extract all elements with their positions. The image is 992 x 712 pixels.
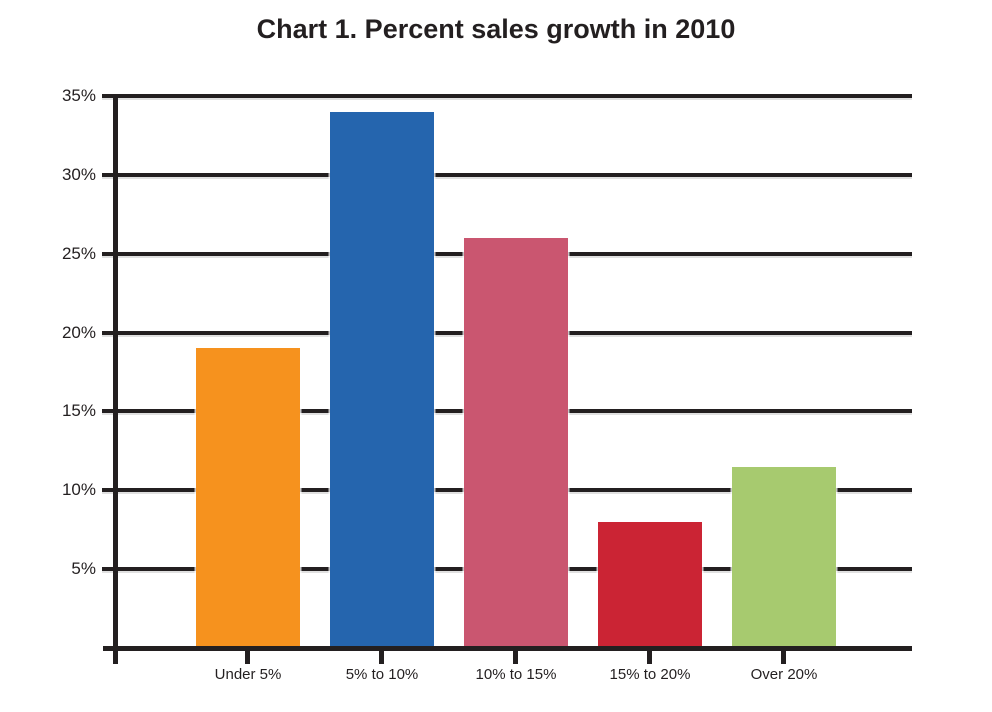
x-tick xyxy=(245,646,250,664)
bar-over-20- xyxy=(732,466,836,647)
chart-title: Chart 1. Percent sales growth in 2010 xyxy=(256,14,736,44)
gridline-30 xyxy=(102,172,912,177)
bar-10-to-15- xyxy=(464,237,568,647)
gridline-35 xyxy=(102,94,912,98)
x-tick xyxy=(513,646,518,664)
y-axis-label: 25% xyxy=(61,243,96,263)
x-tick xyxy=(781,646,786,664)
x-axis-label: 10% to 15% xyxy=(475,666,557,683)
x-axis-label: Under 5% xyxy=(214,666,282,683)
y-axis-label: 35% xyxy=(61,86,96,105)
bar-15-to-20- xyxy=(598,521,702,647)
x-axis-label: 15% to 20% xyxy=(609,666,691,683)
x-tick xyxy=(647,646,652,664)
x-axis-line xyxy=(103,646,912,651)
y-axis-label: 20% xyxy=(61,322,96,342)
y-axis-label: 30% xyxy=(61,164,96,184)
x-axis-label: 5% to 10% xyxy=(345,666,419,683)
y-axis-label: 5% xyxy=(71,559,96,579)
x-tick xyxy=(379,646,384,664)
x-axis-label: Over 20% xyxy=(750,666,818,683)
bar-under-5- xyxy=(196,348,300,647)
y-axis-line xyxy=(113,94,118,664)
bar-5-to-10- xyxy=(330,111,434,647)
y-axis-label: 10% xyxy=(61,480,96,500)
y-axis-label: 15% xyxy=(61,401,96,421)
